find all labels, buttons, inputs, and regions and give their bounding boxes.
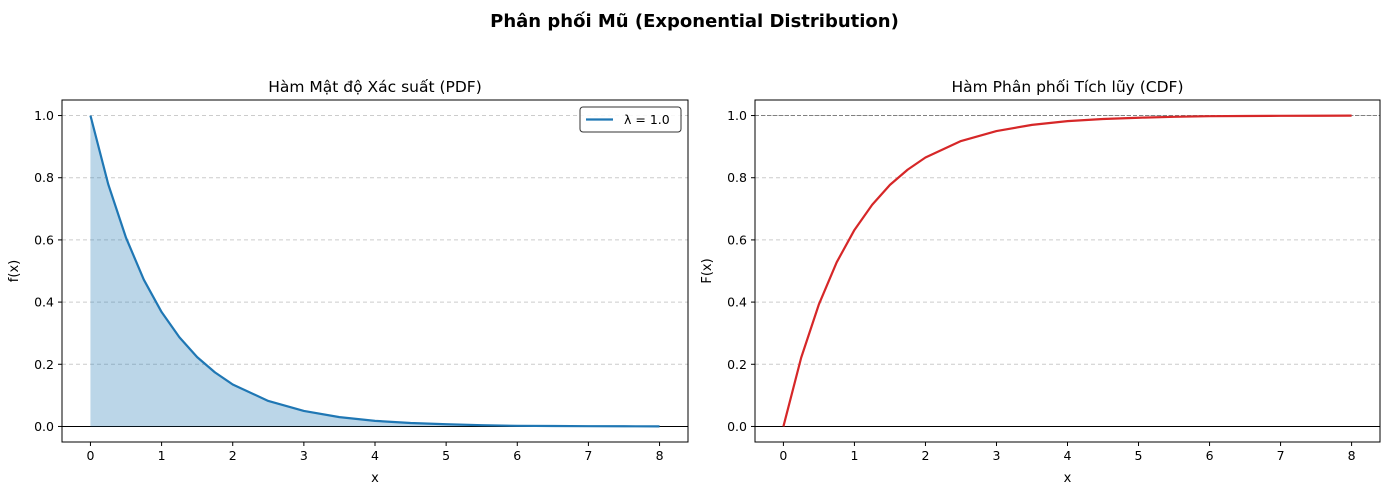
x-tick-label: 4 xyxy=(371,448,379,463)
x-tick-label: 0 xyxy=(86,448,94,463)
chart-title: Hàm Phân phối Tích lũy (CDF) xyxy=(951,78,1183,96)
y-tick-label: 1.0 xyxy=(727,108,747,123)
y-tick-label: 0.8 xyxy=(34,170,54,185)
y-tick-label: 0.2 xyxy=(34,357,54,372)
chart-title: Hàm Mật độ Xác suất (PDF) xyxy=(268,78,482,96)
x-tick-label: 8 xyxy=(1348,448,1356,463)
x-tick-label: 6 xyxy=(513,448,521,463)
y-axis-label: F(x) xyxy=(700,258,715,283)
pdf-series-line xyxy=(89,115,660,428)
pdf-panel: 0 1 2 3 4 5 6 7 8 0.0 0.2 0.4 0.6 0.8 1.0 x f(x) Hàm Mật … xyxy=(7,78,689,486)
x-tick-label: 3 xyxy=(300,448,308,463)
pdf-area-fill xyxy=(90,115,660,427)
figure-title: Phân phối Mũ (Exponential Distribution) xyxy=(490,11,899,32)
x-tick-label: 8 xyxy=(656,448,664,463)
legend-box xyxy=(579,106,682,133)
x-tick-label: 4 xyxy=(1064,448,1072,463)
y-tick-label: 0.6 xyxy=(727,232,747,247)
y-tick-label: 0.2 xyxy=(727,357,747,372)
y-tick-label: 1.0 xyxy=(34,108,54,123)
x-axis-label: x xyxy=(371,471,379,486)
x-tick-label: 2 xyxy=(229,448,237,463)
legend: λ = 1.0 xyxy=(579,106,682,133)
cdf-panel: 0 1 2 3 4 5 6 7 8 0.0 0.2 0.4 0.6 0.8 1.0 x F(x) Hàm Phân… xyxy=(700,78,1381,486)
x-tick-label: 1 xyxy=(158,448,166,463)
legend-label: λ = 1.0 xyxy=(624,112,670,127)
x-tick-label: 0 xyxy=(779,448,787,463)
y-tick-label: 0.4 xyxy=(34,295,54,310)
y-tick-label: 0.4 xyxy=(727,295,747,310)
y-tick-label: 0.8 xyxy=(727,170,747,185)
x-tick-label: 1 xyxy=(850,448,858,463)
x-tick-label: 5 xyxy=(442,448,450,463)
axes-frame xyxy=(754,99,1381,443)
x-axis-label: x xyxy=(1064,471,1072,486)
x-tick-label: 7 xyxy=(584,448,592,463)
y-tick-label: 0.0 xyxy=(727,419,747,434)
cdf-series-line xyxy=(782,114,1352,427)
y-tick-label: 0.6 xyxy=(34,232,54,247)
x-tick-label: 6 xyxy=(1206,448,1214,463)
x-tick-label: 7 xyxy=(1277,448,1285,463)
y-tick-label: 0.0 xyxy=(34,419,54,434)
x-tick-label: 3 xyxy=(993,448,1001,463)
x-tick-label: 2 xyxy=(921,448,929,463)
x-tick-label: 5 xyxy=(1135,448,1143,463)
y-axis-label: f(x) xyxy=(7,260,22,282)
